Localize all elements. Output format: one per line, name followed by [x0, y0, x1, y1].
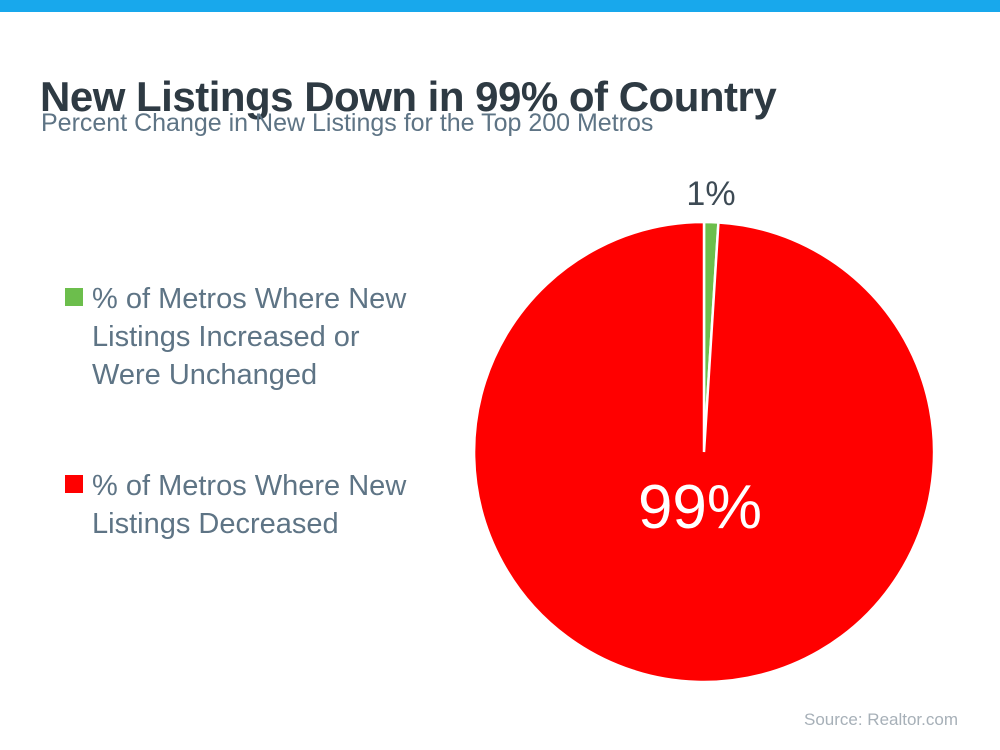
page-title: New Listings Down in 99% of Country [40, 73, 777, 121]
legend-label-decreased: % of Metros Where New Listings Decreased [92, 470, 407, 540]
pie-data-label-1-percent: 1% [686, 175, 736, 213]
legend-swatch-red [65, 475, 83, 493]
legend-item-increased: % of Metros Where New Listings Increased… [65, 280, 470, 394]
legend-swatch-green [65, 288, 83, 306]
pie-chart-svg [472, 220, 936, 684]
source-attribution: Source: Realtor.com [803, 710, 958, 729]
pie-slice [472, 220, 936, 684]
legend-label-increased: % of Metros Where New Listings Increased… [92, 283, 407, 391]
page-subtitle: Percent Change in New Listings for the T… [41, 109, 654, 137]
pie-data-label-99-percent: 99% [637, 473, 763, 542]
legend-item-decreased: % of Metros Where New Listings Decreased [65, 467, 470, 543]
pie-chart [471, 219, 937, 685]
top-accent-bar [0, 0, 1000, 12]
